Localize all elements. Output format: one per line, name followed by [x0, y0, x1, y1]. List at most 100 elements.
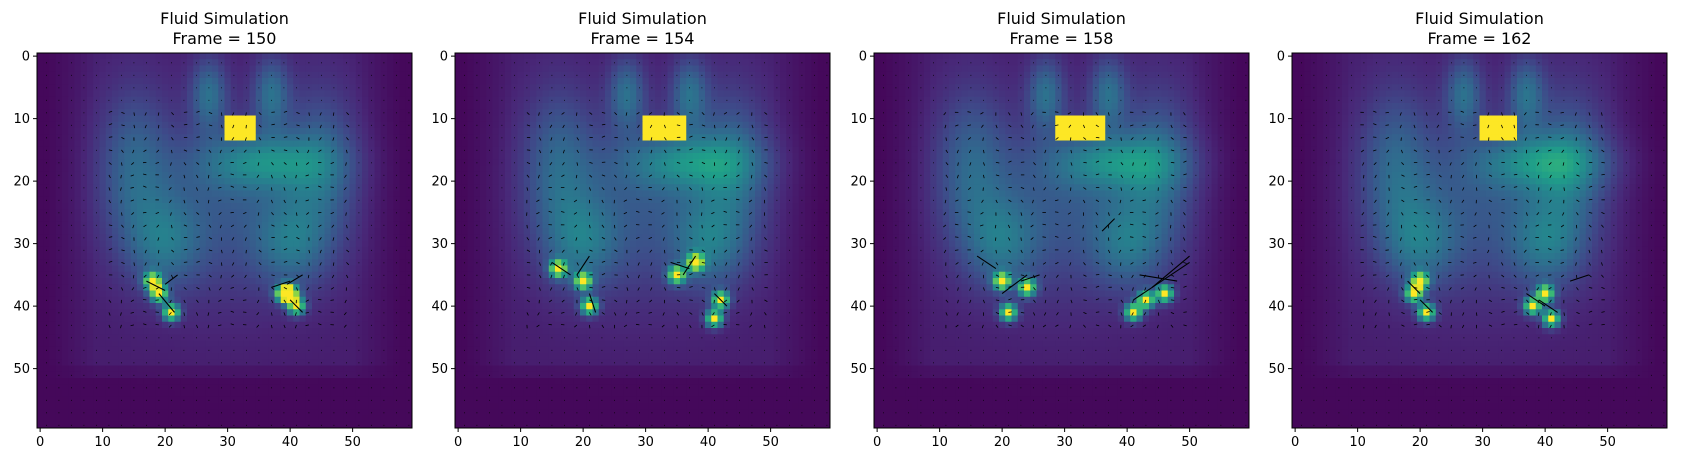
heatmap-cell — [337, 196, 344, 204]
heatmap-cell — [299, 171, 307, 179]
heatmap-cell — [343, 228, 350, 235]
heatmap-cell — [162, 109, 169, 116]
heatmap-cell — [287, 359, 294, 366]
heatmap-cell — [305, 196, 313, 204]
heatmap-cell — [230, 378, 238, 385]
heatmap-cell — [280, 303, 288, 310]
heatmap-cell — [230, 215, 238, 223]
heatmap-cell — [343, 178, 350, 185]
heatmap-cell — [399, 284, 407, 291]
heatmap-cell — [62, 153, 69, 160]
heatmap-cell — [162, 390, 169, 398]
heatmap-cell — [43, 378, 50, 385]
heatmap-cell — [112, 109, 119, 116]
heatmap-cell — [680, 78, 687, 85]
quiver-arrow — [295, 199, 297, 204]
quiver-arrow — [120, 187, 122, 191]
heatmap-cell — [274, 359, 282, 366]
heatmap-cell — [486, 78, 493, 85]
heatmap-cell — [212, 278, 219, 285]
heatmap-cell — [343, 315, 350, 323]
heatmap-cell — [399, 278, 407, 285]
quiver-arrow — [120, 199, 122, 204]
heatmap-cell — [380, 190, 388, 198]
heatmap-cell — [37, 128, 44, 135]
heatmap-cell — [337, 284, 344, 291]
heatmap-cell — [112, 78, 119, 85]
heatmap-cell — [93, 78, 100, 85]
heatmap-cell — [362, 90, 369, 98]
heatmap-cell — [187, 278, 194, 285]
heatmap-cell — [155, 140, 163, 148]
heatmap-cell — [467, 96, 475, 104]
heatmap-cell — [174, 384, 182, 391]
chart-title: Fluid Simulation Frame = 150 — [160, 9, 289, 48]
heatmap-cell — [174, 121, 182, 129]
heatmap-cell — [93, 328, 100, 335]
heatmap-cell — [130, 290, 138, 298]
heatmap-cell — [399, 296, 407, 304]
heatmap-cell — [193, 278, 200, 285]
heatmap-cell — [149, 253, 157, 260]
heatmap-cell — [68, 178, 75, 185]
heatmap-cell — [337, 78, 344, 85]
quiver-arrow — [283, 299, 287, 303]
heatmap-cell — [99, 59, 107, 66]
heatmap-cell — [187, 128, 194, 135]
heatmap-cell — [174, 140, 182, 148]
heatmap-cell — [324, 353, 332, 360]
heatmap-cell — [205, 403, 213, 410]
heatmap-cell — [368, 128, 375, 135]
heatmap-cell — [405, 390, 413, 398]
heatmap-cell — [212, 140, 219, 148]
heatmap-cell — [99, 278, 107, 285]
heatmap-cell — [349, 390, 357, 398]
heatmap-cell — [137, 290, 144, 298]
heatmap-cell — [262, 165, 269, 173]
heatmap-cell — [692, 71, 700, 79]
heatmap-cell — [262, 203, 269, 210]
heatmap-cell — [49, 121, 57, 129]
heatmap-cell — [324, 265, 332, 273]
heatmap-cell — [187, 334, 194, 341]
heatmap-cell — [362, 340, 369, 348]
heatmap-cell — [299, 209, 307, 216]
heatmap-cell — [174, 209, 182, 216]
heatmap-cell — [305, 190, 313, 198]
heatmap-cell — [193, 128, 200, 135]
heatmap-cell — [224, 234, 232, 241]
heatmap-cell — [730, 84, 737, 91]
quiver-arrow — [318, 310, 322, 313]
heatmap-cell — [330, 171, 338, 179]
heatmap-cell — [324, 203, 332, 210]
heatmap-cell — [193, 65, 200, 73]
heatmap-cell — [349, 278, 357, 285]
heatmap-cell — [193, 53, 200, 60]
heatmap-cell — [262, 403, 269, 410]
heatmap-cell — [262, 53, 269, 60]
heatmap-cell — [243, 128, 250, 135]
heatmap-cell — [155, 378, 163, 385]
heatmap-cell — [305, 203, 313, 210]
heatmap-cell — [205, 353, 213, 360]
heatmap-cell — [162, 321, 169, 329]
heatmap-cell — [124, 328, 132, 335]
heatmap-cell — [168, 340, 175, 348]
heatmap-cell — [605, 96, 612, 104]
heatmap-cell — [312, 328, 319, 335]
heatmap-cell — [717, 71, 725, 79]
heatmap-cell — [130, 171, 138, 179]
heatmap-cell — [230, 140, 238, 148]
quiver-arrow — [271, 123, 275, 126]
heatmap-cell — [287, 184, 294, 191]
heatmap-cell — [312, 409, 319, 416]
heatmap-cell — [74, 90, 82, 98]
heatmap-cell — [87, 359, 94, 366]
heatmap-cell — [143, 215, 150, 223]
heatmap-cell — [112, 96, 119, 104]
heatmap-cell — [312, 221, 319, 229]
heatmap-cell — [748, 65, 756, 73]
heatmap-cell — [224, 103, 232, 110]
heatmap-cell — [212, 265, 219, 273]
heatmap-cell — [374, 184, 382, 191]
